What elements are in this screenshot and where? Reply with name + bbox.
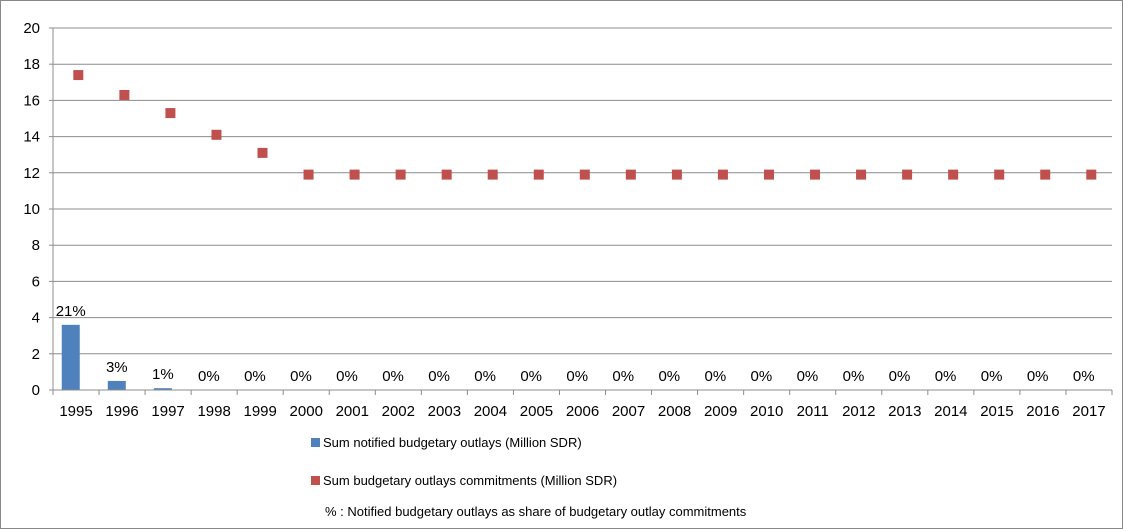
x-tick-label: 2009 [704, 403, 737, 420]
legend-swatch-commitments [311, 476, 320, 485]
x-tick-label: 2014 [934, 403, 967, 420]
x-tick-label: 1998 [197, 403, 230, 420]
legend-label-outlays: Sum notified budgetary outlays (Million … [323, 435, 582, 450]
x-tick-label: 2002 [382, 403, 415, 420]
data-label-2003: 0% [428, 368, 450, 385]
bar-series [61, 324, 172, 390]
x-tick-label: 1999 [244, 403, 277, 420]
data-label-1997: 1% [152, 366, 174, 383]
data-label-1998: 0% [198, 368, 220, 385]
marker-2006 [579, 169, 590, 180]
marker-1999 [257, 147, 268, 158]
data-label-2006: 0% [566, 368, 588, 385]
data-label-2002: 0% [382, 368, 404, 385]
legend-note: % : Notified budgetary outlays as share … [325, 504, 747, 519]
data-label-2005: 0% [520, 368, 542, 385]
data-label-2015: 0% [981, 368, 1003, 385]
x-tick-label: 2008 [658, 403, 691, 420]
y-tick-label: 2 [32, 346, 40, 363]
x-tick-label: 1995 [59, 403, 92, 420]
x-tick-label: 2011 [797, 403, 829, 420]
marker-1997 [165, 108, 176, 119]
marker-2015 [994, 169, 1005, 180]
data-label-2008: 0% [658, 368, 680, 385]
x-tick-label: 2000 [290, 403, 323, 420]
marker-2008 [671, 169, 682, 180]
y-tick-label: 16 [23, 92, 40, 109]
data-label-1999: 0% [244, 368, 266, 385]
bar-1997 [153, 388, 172, 390]
x-tick-label: 1996 [105, 403, 138, 420]
marker-2016 [1040, 169, 1051, 180]
bar-1995 [61, 324, 80, 390]
marker-1998 [211, 129, 222, 140]
x-tick-label: 2003 [428, 403, 461, 420]
legend: Sum notified budgetary outlays (Million … [311, 435, 747, 519]
legend-label-commitments: Sum budgetary outlays commitments (Milli… [323, 473, 617, 488]
marker-2000 [303, 169, 314, 180]
marker-2013 [902, 169, 913, 180]
legend-swatch-outlays [311, 438, 320, 447]
x-tick-label: 2006 [566, 403, 599, 420]
data-label-2007: 0% [612, 368, 634, 385]
marker-2009 [717, 169, 728, 180]
y-tick-label: 14 [23, 129, 40, 146]
data-label-1995: 21% [56, 303, 86, 320]
data-label-2001: 0% [336, 368, 358, 385]
x-tick-label: 2012 [842, 403, 875, 420]
x-axis-ticks: 1995 1996 1997 1998 1999 2000 2001 2002 2003 2004… [52, 390, 1113, 420]
y-tick-label: 20 [23, 20, 40, 37]
x-tick-label: 2001 [336, 403, 369, 420]
x-tick-label: 2017 [1072, 403, 1105, 420]
marker-2012 [856, 169, 867, 180]
x-tick-label: 1997 [151, 403, 184, 420]
x-tick-label: 2015 [980, 403, 1013, 420]
data-label-2012: 0% [843, 368, 865, 385]
y-tick-label: 6 [32, 273, 40, 290]
x-tick-label: 2005 [520, 403, 553, 420]
y-tick-label: 8 [32, 237, 40, 254]
marker-series [73, 70, 1097, 180]
data-label-2014: 0% [935, 368, 957, 385]
marker-2003 [441, 169, 452, 180]
marker-2005 [533, 169, 544, 180]
data-label-2013: 0% [889, 368, 911, 385]
x-tick-label: 2016 [1026, 403, 1059, 420]
bar-1996 [107, 380, 126, 390]
y-tick-label: 4 [32, 310, 40, 327]
x-tick-label: 2010 [750, 403, 783, 420]
marker-2002 [395, 169, 406, 180]
y-tick-label: 10 [23, 201, 40, 218]
gridlines [53, 27, 1112, 355]
data-label-2017: 0% [1073, 368, 1095, 385]
data-label-2010: 0% [751, 368, 773, 385]
data-label-2016: 0% [1027, 368, 1049, 385]
data-label-2009: 0% [705, 368, 727, 385]
data-label-2004: 0% [474, 368, 496, 385]
y-tick-label: 18 [23, 56, 40, 73]
marker-2010 [763, 169, 774, 180]
marker-2017 [1086, 169, 1097, 180]
marker-1995 [73, 70, 84, 81]
x-tick-label: 2007 [612, 403, 645, 420]
data-label-2000: 0% [290, 368, 312, 385]
marker-2007 [625, 169, 636, 180]
marker-1996 [119, 89, 130, 100]
marker-2011 [810, 169, 821, 180]
y-tick-label: 0 [32, 382, 40, 399]
y-tick-label: 12 [23, 165, 40, 182]
percent-labels: 21% 3% 1% 0% 0% 0% 0% 0% 0% 0% 0% 0% 0% 0% 0% 0% 0% 0% 0% 0… [56, 303, 1095, 385]
y-axis-ticks: 0 2 4 6 8 10 12 14 16 18 20 [23, 20, 53, 399]
data-label-2011: 0% [797, 368, 819, 385]
marker-2014 [948, 169, 959, 180]
marker-2001 [349, 169, 360, 180]
x-tick-label: 2004 [474, 403, 507, 420]
marker-2004 [487, 169, 498, 180]
x-tick-label: 2013 [888, 403, 921, 420]
data-label-1996: 3% [106, 359, 128, 376]
